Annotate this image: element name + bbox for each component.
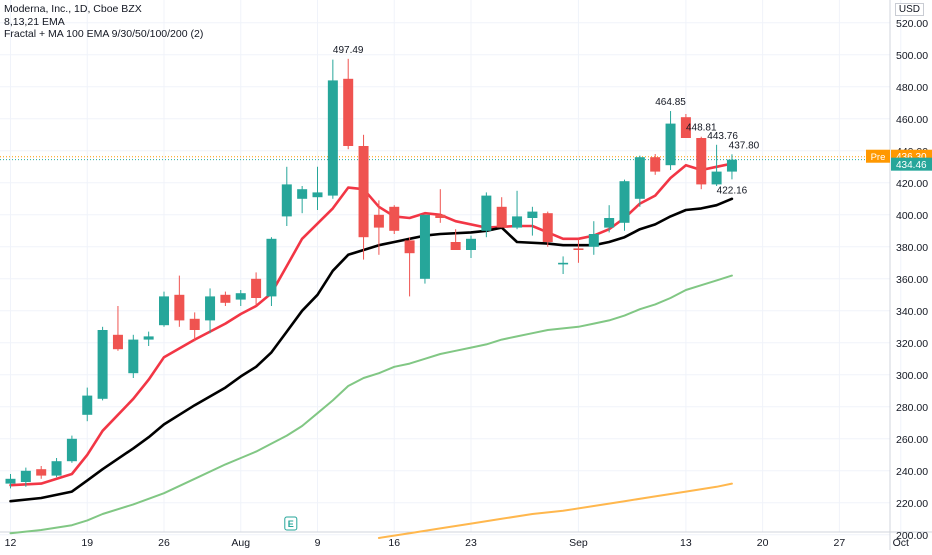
candle-body[interactable] [726, 159, 737, 172]
price-axis-tick-label: 420.00 [896, 178, 928, 190]
candle-body[interactable] [51, 461, 62, 476]
price-axis-tick-label: 320.00 [896, 338, 928, 350]
candle-body[interactable] [450, 242, 461, 250]
candle-body[interactable] [542, 213, 553, 242]
candle-body[interactable] [205, 296, 216, 321]
indicator-fractal-label[interactable]: Fractal + MA 100 EMA 9/30/50/100/200 (2) [4, 28, 204, 40]
candle-body[interactable] [312, 192, 323, 198]
candle-body[interactable] [174, 294, 185, 321]
candle-body[interactable] [389, 206, 400, 231]
candle-body[interactable] [343, 78, 354, 146]
candle-body[interactable] [558, 262, 569, 265]
candle-body[interactable] [711, 171, 722, 185]
candle-body[interactable] [159, 296, 169, 326]
pre-market-tag-label: Pre [871, 152, 886, 163]
candle-body[interactable] [527, 211, 538, 218]
fractal-price-label: 464.85 [655, 97, 686, 108]
price-axis-tick-label: 220.00 [896, 498, 928, 510]
candle-body[interactable] [696, 138, 707, 185]
price-axis-tick-label: 260.00 [896, 434, 928, 446]
candle-body[interactable] [665, 123, 676, 166]
candle-body[interactable] [281, 184, 292, 217]
candle-body[interactable] [650, 157, 661, 172]
ema-line-2 [9, 197, 734, 503]
candle-body[interactable] [481, 195, 492, 231]
candle-body[interactable] [466, 238, 476, 250]
time-axis-tick-label: 16 [388, 537, 400, 549]
time-axis-tick-label: 20 [757, 537, 769, 549]
fractal-price-label: 437.80 [729, 140, 760, 151]
earnings-marker-icon[interactable] [284, 516, 298, 531]
price-axis-tick-label: 200.00 [896, 530, 928, 542]
candle-body[interactable] [112, 334, 123, 350]
chart-legend: Moderna, Inc., 1D, Cboe BZX 8,13,21 EMA … [4, 3, 203, 41]
candle-body[interactable] [82, 395, 93, 415]
candle-body[interactable] [619, 181, 630, 223]
ema-line-4 [377, 482, 733, 539]
time-axis-tick-label: 13 [680, 537, 692, 549]
candle-body[interactable] [512, 216, 523, 228]
fractal-price-label: 497.49 [333, 45, 364, 56]
candle-body[interactable] [404, 240, 415, 254]
candle-body[interactable] [496, 206, 507, 228]
candle-body[interactable] [634, 157, 645, 199]
symbol-title[interactable]: Moderna, Inc., 1D, Cboe BZX [4, 3, 142, 15]
last-price-tag [891, 157, 932, 171]
ema-line-3 [9, 274, 733, 535]
candle-body[interactable] [297, 189, 308, 199]
candle-body[interactable] [251, 278, 262, 298]
pre-market-tag [866, 149, 890, 163]
price-axis-tick-label: 380.00 [896, 242, 928, 254]
fractal-price-label: 443.76 [707, 131, 738, 142]
candle-body[interactable] [5, 478, 16, 484]
candle-body[interactable] [373, 214, 384, 228]
time-axis-tick-label: Sep [569, 537, 588, 549]
candle-body[interactable] [588, 234, 599, 247]
candle-body[interactable] [604, 218, 615, 228]
candle-body[interactable] [128, 339, 139, 374]
candle-body[interactable] [20, 470, 31, 482]
candle-body[interactable] [189, 318, 200, 330]
price-axis-tick-label: 300.00 [896, 370, 928, 382]
indicator-ema-label[interactable]: 8,13,21 EMA [4, 15, 65, 28]
candle-body[interactable] [220, 294, 231, 303]
time-axis-tick-label: 27 [834, 537, 846, 549]
candle-body[interactable] [419, 214, 430, 279]
candle-body[interactable] [97, 330, 108, 399]
price-axis-tick-label: 480.00 [896, 82, 928, 94]
price-axis-tick-label: 520.00 [896, 18, 928, 30]
candle-body[interactable] [235, 293, 246, 300]
price-axis-tick-label: 500.00 [896, 50, 928, 62]
candle-body[interactable] [143, 336, 154, 340]
time-axis-tick-label: Oct [893, 537, 909, 549]
price-axis-tick-label: 400.00 [896, 210, 928, 222]
candle-body[interactable] [680, 117, 691, 138]
candle-body[interactable] [573, 248, 584, 250]
price-axis-tick-label: 280.00 [896, 402, 928, 414]
candle-body[interactable] [36, 469, 47, 476]
earnings-marker-label: E [288, 519, 294, 529]
price-axis-tick-label: 360.00 [896, 274, 928, 286]
fractal-price-label: 422.16 [717, 185, 748, 196]
price-axis-tick-label: 340.00 [896, 306, 928, 318]
ema-line-1 [9, 162, 734, 487]
candle-body[interactable] [358, 146, 369, 238]
time-axis-tick-label: 19 [81, 537, 93, 549]
last-price-value: 434.46 [896, 160, 927, 171]
candle-body[interactable] [435, 214, 446, 218]
time-axis-tick-label: 9 [315, 537, 321, 549]
candle-body[interactable] [66, 438, 77, 462]
time-axis-tick-label: 12 [5, 537, 17, 549]
time-axis-tick-label: Aug [231, 537, 250, 549]
candle-body[interactable] [327, 80, 338, 196]
price-axis-tick-label: 240.00 [896, 466, 928, 478]
candle-body[interactable] [266, 238, 277, 297]
time-axis-tick-label: 23 [465, 537, 477, 549]
currency-label[interactable]: USD [894, 3, 924, 16]
fractal-price-label: 448.81 [686, 123, 717, 134]
time-axis-tick-label: 26 [158, 537, 170, 549]
price-axis-tick-label: 460.00 [896, 114, 928, 126]
